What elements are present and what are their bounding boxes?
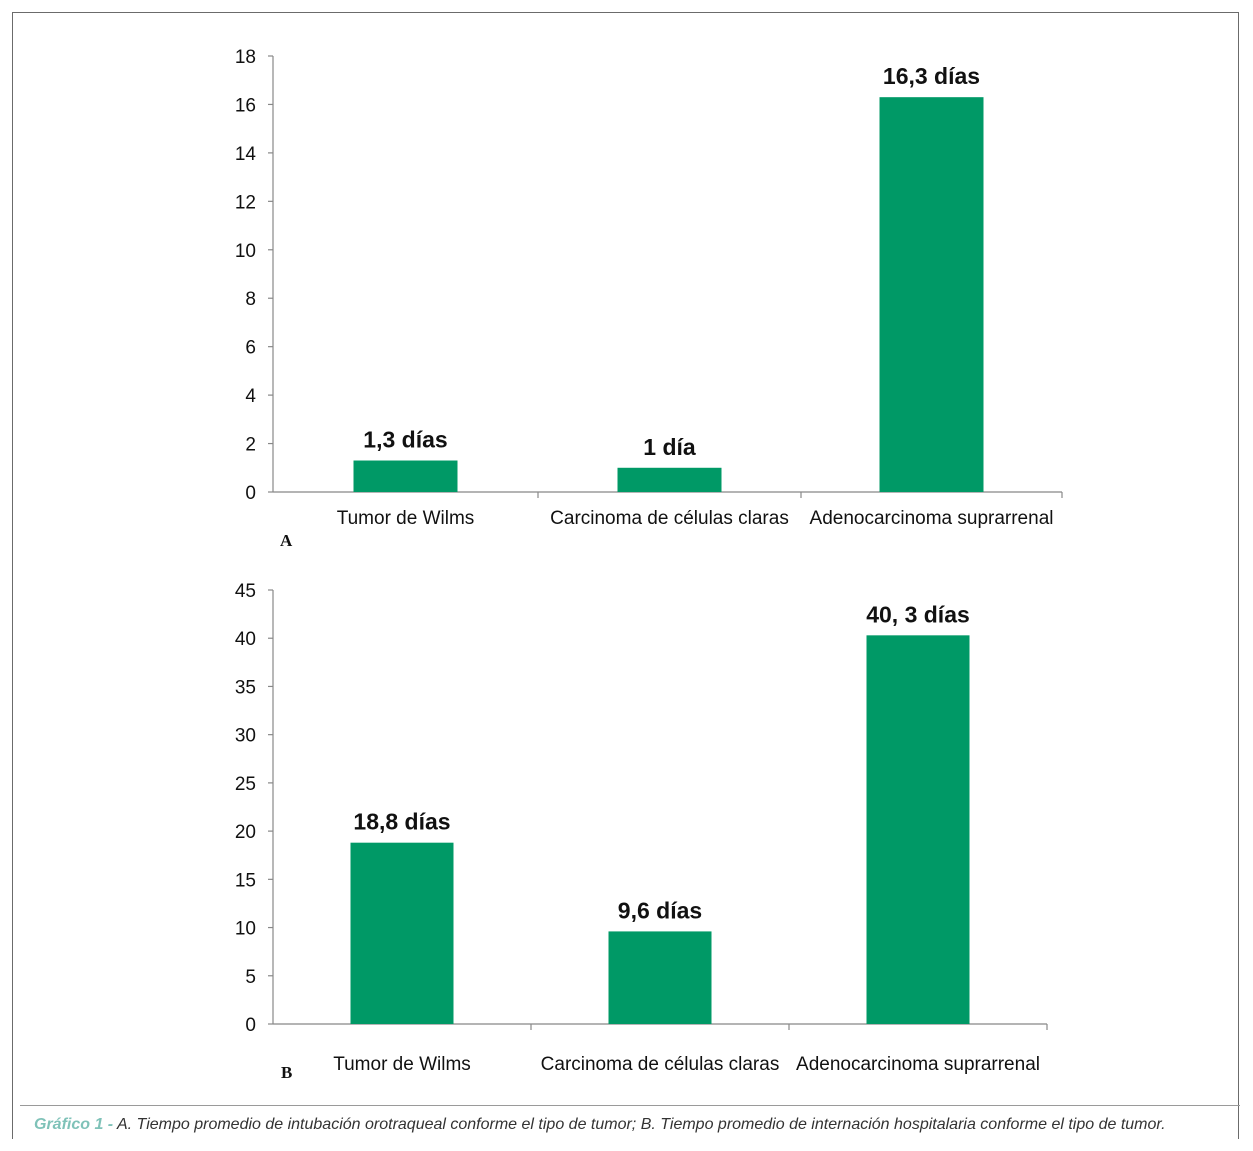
figure-caption: Gráfico 1 - A. Tiempo promedio de intuba…: [34, 1116, 1234, 1134]
chart-b-y-tick-label: 35: [235, 677, 256, 698]
chart-a-y-tick-label: 10: [235, 241, 256, 262]
chart-a-y-tick-label: 8: [245, 289, 256, 310]
figure-frame: [12, 12, 1239, 1139]
chart-a-y-tick-label: 18: [235, 47, 256, 68]
chart-b-data-label: 18,8 días: [353, 809, 450, 835]
caption-divider: [20, 1105, 1240, 1106]
chart-b-y-tick-label: 45: [235, 581, 256, 602]
chart-a-bar: [617, 467, 722, 492]
chart-b-y-tick-label: 30: [235, 726, 256, 747]
chart-a-bar: [353, 460, 458, 492]
chart-b-y-tick-label: 0: [245, 1015, 256, 1036]
chart-a-y-tick-label: 14: [235, 144, 257, 165]
chart-b-y-tick-label: 40: [235, 629, 256, 650]
chart-b-data-label: 40, 3 días: [866, 601, 970, 627]
chart-a-y-tick-label: 4: [245, 386, 256, 407]
chart-a-data-label: 16,3 días: [883, 63, 980, 89]
caption-text: A. Tiempo promedio de intubación orotraq…: [113, 1116, 1166, 1133]
chart-b-bar: [866, 635, 970, 1024]
chart-a-data-label: 1,3 días: [363, 427, 447, 453]
chart-a-y-tick-label: 16: [235, 95, 256, 116]
chart-a-bar: [879, 97, 984, 492]
chart-b-data-label: 9,6 días: [618, 897, 702, 923]
chart-b-category-label: Carcinoma de células claras: [541, 1054, 780, 1075]
chart-a-category-label: Tumor de Wilms: [337, 508, 475, 529]
chart-b-bar: [608, 931, 712, 1024]
caption-lead: Gráfico 1 -: [34, 1116, 114, 1133]
chart-a-y-tick-label: 2: [245, 435, 256, 456]
chart-b-panel-letter: B: [281, 1063, 292, 1082]
chart-a-y-tick-label: 12: [235, 192, 256, 213]
chart-b-category-label: Adenocarcinoma suprarrenal: [796, 1054, 1040, 1075]
chart-a-category-label: Adenocarcinoma suprarrenal: [810, 508, 1054, 529]
chart-a-y-tick-label: 6: [245, 338, 256, 359]
chart-a-category-label: Carcinoma de células claras: [550, 508, 789, 529]
chart-b-y-tick-label: 10: [235, 919, 256, 940]
chart-a-y-tick-label: 0: [245, 483, 256, 504]
chart-b-y-tick-label: 25: [235, 774, 256, 795]
chart-b-y-tick-label: 20: [235, 822, 256, 843]
chart-a-data-label: 1 día: [643, 434, 696, 460]
chart-b-category-label: Tumor de Wilms: [333, 1054, 471, 1075]
chart-b-bar: [350, 842, 454, 1024]
chart-b-y-tick-label: 15: [235, 870, 256, 891]
chart-b-y-tick-label: 5: [245, 967, 256, 988]
chart-a-panel-letter: A: [280, 531, 293, 550]
